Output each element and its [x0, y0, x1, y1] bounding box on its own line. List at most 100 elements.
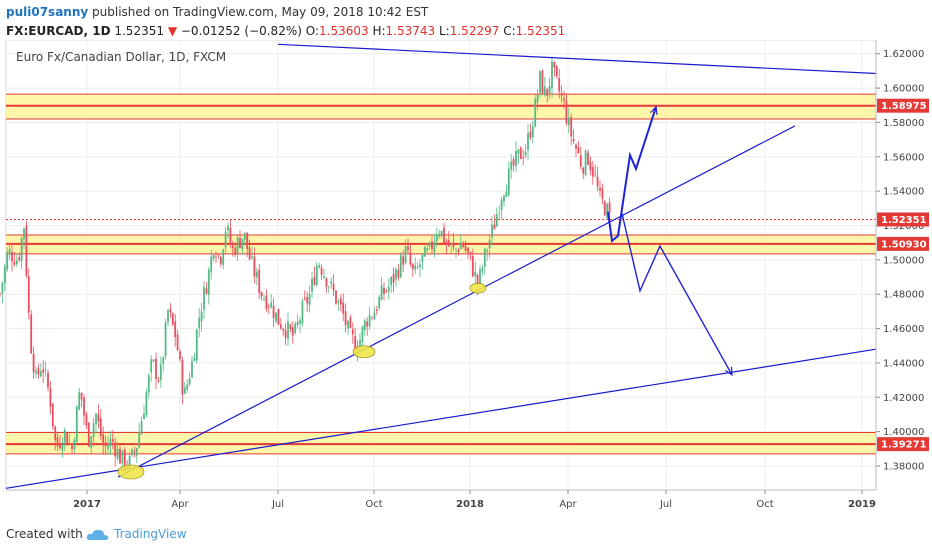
chart-title: Euro Fx/Canadian Dollar, 1D, FXCM [16, 50, 226, 64]
candle-body [128, 455, 131, 472]
y-tick-label: 1.40000 [883, 427, 924, 438]
created-with-text: Created with [6, 527, 83, 541]
candle-body [248, 247, 251, 260]
candle-body [395, 269, 397, 280]
candle-body [133, 450, 136, 453]
candle-body [114, 442, 117, 457]
candle-body [426, 248, 429, 251]
tradingview-brand[interactable]: TradingView [114, 527, 187, 541]
candle-body [265, 295, 268, 310]
candle-body [534, 98, 537, 127]
candle-body [467, 247, 469, 253]
candle-body [541, 70, 544, 94]
candle-body [131, 449, 133, 456]
candle-body [459, 243, 462, 250]
candle-body [397, 270, 400, 278]
candle-body [457, 249, 460, 253]
candle-body [503, 195, 505, 202]
close-label: C: [503, 24, 516, 38]
candle-body [476, 274, 479, 286]
low-label: L: [439, 24, 450, 38]
price-tag: 1.52351 [877, 212, 929, 227]
candle-body [32, 353, 35, 373]
candle-body [121, 450, 124, 464]
candle-body [13, 261, 16, 265]
published-text: published on TradingView.com, May 09, 20… [92, 5, 429, 19]
candle-body [301, 301, 304, 324]
candle-body [63, 430, 66, 443]
candle-body [99, 418, 102, 436]
candle-body [138, 432, 141, 448]
candle-body [0, 293, 1, 295]
candle-body [272, 305, 275, 319]
candle-body [594, 174, 597, 176]
candle-body [162, 357, 165, 364]
candle-body [452, 242, 455, 248]
candle-body [524, 151, 527, 156]
candle-body [308, 293, 311, 305]
candle-body [56, 437, 59, 447]
candle-body [234, 247, 237, 255]
symbol-label[interactable]: FX:EURCAD, 1D [6, 24, 111, 38]
candle-body [601, 188, 604, 200]
price-chart[interactable]: 1.62000 1.60000 1.58000 1.56000 1.54000 1.520… [0, 40, 932, 520]
candle-body [59, 444, 61, 448]
candle-body [95, 413, 97, 424]
candle-body [361, 326, 364, 343]
candle-body [313, 276, 316, 285]
candle-body [510, 161, 513, 170]
candle-body [565, 101, 568, 124]
candle-body [351, 329, 354, 335]
candle-body [373, 312, 376, 320]
x-tick-label: Apr [171, 499, 189, 510]
candle-body [402, 256, 405, 265]
candle-body [299, 320, 301, 324]
candle-body [243, 232, 246, 240]
candle-body [603, 201, 606, 216]
candle-body [337, 300, 340, 303]
author-link[interactable]: puli07sanny [6, 5, 89, 19]
candle-body [282, 328, 285, 331]
candle-body [71, 445, 73, 449]
candle-body [567, 117, 570, 126]
candle-body [488, 240, 491, 249]
candle-body [536, 94, 539, 103]
candle-body [291, 327, 294, 336]
candle-body [445, 241, 448, 244]
candle-body [443, 227, 445, 244]
candle-body [375, 309, 378, 311]
x-tick-label: 2019 [848, 499, 876, 510]
candle-body [279, 324, 282, 329]
candle-body [212, 254, 215, 259]
candle-body [284, 330, 287, 338]
candle-body [176, 334, 179, 351]
candle-body [481, 267, 484, 272]
candle-body [11, 252, 13, 262]
price-tag-label: 1.39271 [881, 440, 927, 451]
candle-body [159, 364, 162, 381]
candle-body [493, 224, 496, 230]
candle-body [327, 286, 330, 288]
candle-body [255, 271, 258, 278]
candle-body [606, 203, 609, 218]
candle-body [203, 287, 205, 310]
candle-body [371, 317, 373, 319]
y-tick-label: 1.52000 [883, 221, 924, 232]
candle-body [78, 392, 81, 410]
candle-body [529, 131, 532, 138]
candle-body [205, 288, 208, 294]
candle-body [584, 150, 587, 176]
candle-body [236, 237, 239, 254]
y-tick-label: 1.60000 [883, 84, 924, 95]
candle-body [570, 117, 573, 137]
candle-body [315, 265, 318, 286]
candle-body [147, 375, 150, 393]
quote-line: FX:EURCAD, 1D 1.52351 ▼ −0.01252 (−0.82%… [6, 24, 565, 38]
candle-body [145, 392, 148, 416]
candle-body [431, 241, 433, 250]
x-tick-label: 2018 [456, 499, 484, 510]
touch-ellipse-1 [117, 464, 145, 480]
candle-body [587, 152, 589, 165]
candle-body [210, 256, 213, 273]
candle-body [90, 436, 93, 448]
